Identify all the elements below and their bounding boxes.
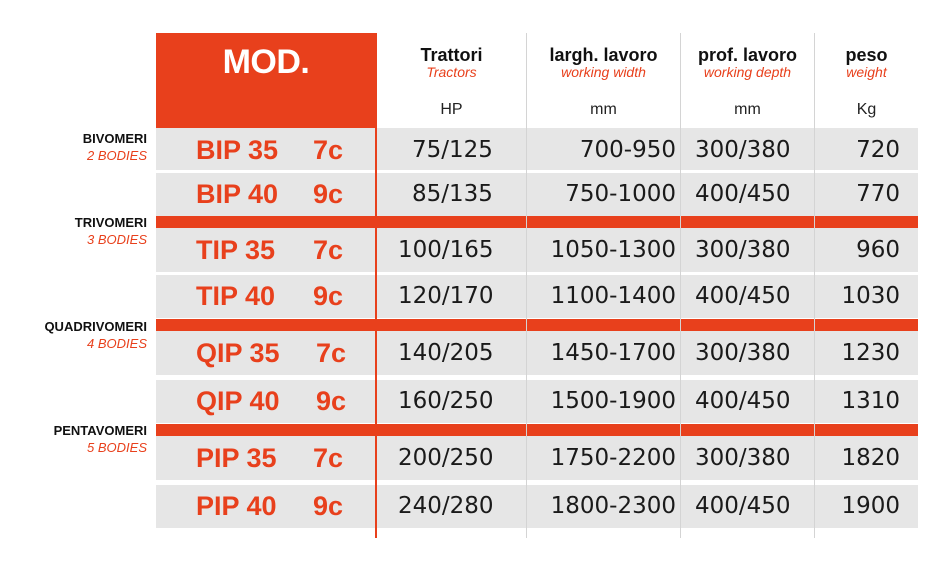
weight-cell: 960: [856, 237, 900, 263]
column-unit: HP: [440, 101, 463, 118]
hp-cell: 75/125: [412, 137, 493, 163]
weight-cell: 720: [856, 137, 900, 163]
column-unit: Kg: [856, 101, 877, 118]
column-title-it: prof. lavoro: [697, 45, 797, 65]
width-cell: 1500-1900: [550, 388, 676, 414]
row-separator: [156, 482, 918, 485]
weight-cell: 1230: [841, 340, 900, 366]
column-title-en: weight: [846, 64, 887, 80]
model-name: BIP 40: [196, 179, 279, 209]
width-cell: 1800-2300: [550, 493, 676, 519]
column-divider: [680, 33, 681, 538]
model-name: PIP 35: [196, 443, 277, 473]
weight-cell: 1030: [841, 283, 900, 309]
tractors-column-header: Trattori Tractors HP: [377, 33, 526, 129]
working-depth-column-header: prof. lavoro working depth mm: [681, 33, 814, 129]
group-label-en: 2 BODIES: [87, 148, 147, 163]
model-suffix: 9c: [313, 491, 344, 521]
depth-cell: 400/450: [695, 388, 791, 414]
group-divider-band: [156, 424, 918, 436]
row-separator: [156, 272, 918, 275]
column-title-en: working width: [561, 64, 646, 80]
group-label-en: 3 BODIES: [87, 232, 147, 247]
width-cell: 1750-2200: [550, 445, 676, 471]
hp-cell: 100/165: [398, 237, 494, 263]
width-cell: 1050-1300: [550, 237, 676, 263]
depth-cell: 300/380: [695, 237, 791, 263]
depth-cell: 300/380: [695, 137, 791, 163]
group-label-en: 5 BODIES: [87, 440, 147, 455]
hp-cell: 240/280: [398, 493, 494, 519]
depth-cell: 400/450: [695, 181, 791, 207]
hp-cell: 120/170: [398, 283, 494, 309]
model-suffix: 7c: [313, 135, 344, 165]
table-row: [156, 436, 918, 480]
table-row: [156, 128, 918, 172]
hp-cell: 200/250: [398, 445, 494, 471]
table-row: [156, 274, 918, 318]
group-label-it: QUADRIVOMERI: [44, 319, 147, 334]
column-title-en: working depth: [703, 64, 792, 80]
model-name: TIP 35: [196, 235, 276, 265]
column-unit: mm: [590, 101, 617, 118]
column-divider: [526, 33, 527, 538]
group-divider-band: [156, 319, 918, 331]
model-name: QIP 35: [196, 338, 280, 368]
model-suffix: 7c: [316, 338, 347, 368]
width-cell: 1450-1700: [550, 340, 676, 366]
model-name: TIP 40: [196, 281, 276, 311]
row-separator: [156, 377, 918, 380]
table-row: [156, 331, 918, 375]
weight-column-header: peso weight Kg: [815, 33, 918, 129]
hp-cell: 85/135: [412, 181, 493, 207]
model-name: BIP 35: [196, 135, 279, 165]
width-cell: 750-1000: [565, 181, 676, 207]
model-suffix: 9c: [316, 386, 347, 416]
depth-cell: 300/380: [695, 445, 791, 471]
depth-cell: 300/380: [695, 340, 791, 366]
group-divider-band: [156, 216, 918, 228]
model-suffix: 7c: [313, 443, 344, 473]
column-title-it: peso: [845, 45, 888, 65]
column-title-it: largh. lavoro: [549, 45, 658, 65]
group-label-it: BIVOMERI: [82, 131, 147, 146]
weight-cell: 1900: [841, 493, 900, 519]
model-name: PIP 40: [196, 491, 277, 521]
depth-cell: 400/450: [695, 493, 791, 519]
group-label-en: 4 BODIES: [87, 336, 147, 351]
table-row: [156, 484, 918, 528]
hp-cell: 160/250: [398, 388, 494, 414]
group-label-it: TRIVOMERI: [74, 215, 147, 230]
table-row: [156, 172, 918, 216]
weight-cell: 770: [856, 181, 900, 207]
weight-cell: 1820: [841, 445, 900, 471]
row-separator: [156, 170, 918, 173]
model-suffix: 9c: [313, 281, 344, 311]
width-cell: 700-950: [579, 137, 676, 163]
model-column-header: MOD.: [156, 33, 376, 129]
depth-cell: 400/450: [695, 283, 791, 309]
weight-cell: 1310: [841, 388, 900, 414]
model-name: QIP 40: [196, 386, 280, 416]
hp-cell: 140/205: [398, 340, 494, 366]
model-suffix: 7c: [313, 235, 344, 265]
column-title-en: Tractors: [426, 64, 477, 80]
column-title-it: Trattori: [420, 45, 483, 65]
table-row: [156, 228, 918, 272]
model-column-divider: [375, 33, 377, 538]
column-divider: [814, 33, 815, 538]
group-label-it: PENTAVOMERI: [53, 423, 147, 438]
width-cell: 1100-1400: [550, 283, 676, 309]
model-suffix: 9c: [313, 179, 344, 209]
table-row: [156, 379, 918, 423]
column-unit: mm: [734, 101, 761, 118]
working-width-column-header: largh. lavoro working width mm: [527, 33, 680, 129]
